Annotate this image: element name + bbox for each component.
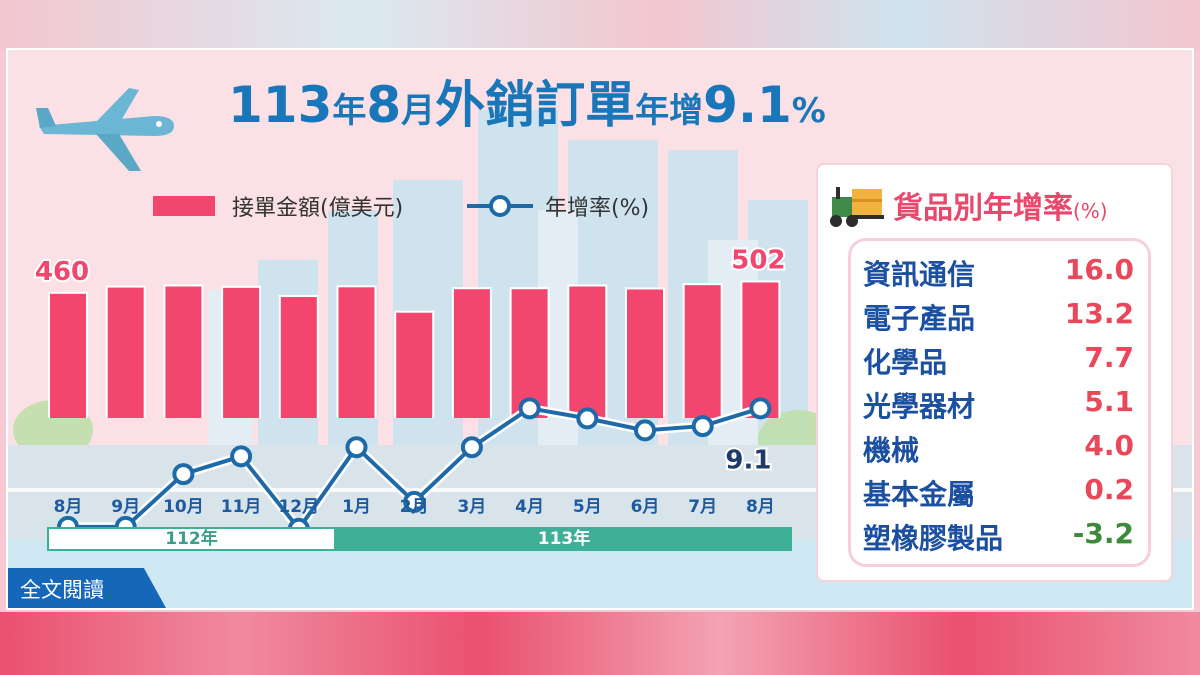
growth-point (749, 397, 772, 420)
category-value: 16.0 (1064, 253, 1134, 286)
category-list: 資訊通信 16.0 電子產品 13.2 化學品 7.7 光學器材 5.1 機械 4.0 基本金屬 0.… (848, 238, 1151, 567)
page-title: 113年8月外銷訂單年增9.1% (228, 80, 826, 130)
legend-line-marker (467, 195, 533, 217)
category-growth-panel: 貨品別年增率(%) 資訊通信 16.0 電子產品 13.2 化學品 7.7 光學器材 5.1 機… (818, 165, 1171, 580)
growth-point (345, 436, 368, 459)
category-row: 電子產品 13.2 (851, 297, 1148, 337)
x-tick-label: 8月 (54, 497, 83, 517)
x-tick-label: 9月 (111, 497, 140, 517)
x-tick-label: 1月 (342, 497, 371, 517)
title-year: 113 (228, 76, 333, 134)
x-tick-label: 12月 (278, 497, 319, 517)
x-tick-label: 5月 (573, 497, 602, 517)
category-name: 光學器材 (863, 390, 976, 423)
year-group-112: 112年 (47, 527, 336, 551)
title-month: 8 (366, 76, 402, 134)
bar (107, 287, 144, 418)
first-bar-label: 460 (35, 257, 89, 287)
bar (396, 312, 433, 418)
bar (165, 286, 202, 418)
background-top (0, 0, 1200, 50)
category-row: 機械 4.0 (851, 429, 1148, 469)
title-growth-value: 9.1 (703, 76, 792, 134)
category-row: 資訊通信 16.0 (851, 253, 1148, 293)
category-name: 資訊通信 (863, 258, 976, 291)
x-tick-label: 7月 (688, 497, 717, 517)
x-tick-label: 6月 (631, 497, 660, 517)
category-value: 13.2 (1064, 297, 1134, 330)
growth-point (691, 415, 714, 438)
category-row: 塑橡膠製品 -3.2 (851, 517, 1148, 557)
x-tick-label: 3月 (457, 497, 486, 517)
panel-title: 貨品別年增率(%) (893, 183, 1108, 227)
category-value: 7.7 (1084, 341, 1134, 374)
x-tick-label: 4月 (515, 497, 544, 517)
category-name: 機械 (863, 434, 920, 467)
growth-point (518, 397, 541, 420)
x-tick-label: 2月 (400, 497, 429, 517)
read-full-text-label: 全文閱讀 (20, 578, 104, 602)
bar (223, 287, 260, 418)
title-year-unit: 年 (332, 91, 367, 131)
category-value: 0.2 (1084, 473, 1134, 506)
bar (684, 285, 721, 418)
bar (511, 289, 548, 418)
category-row: 基本金屬 0.2 (851, 473, 1148, 513)
category-row: 化學品 7.7 (851, 341, 1148, 381)
x-tick-label: 10月 (163, 497, 204, 517)
title-percent: % (791, 91, 826, 131)
background-bottom (0, 612, 1200, 675)
year-group-112-label: 112年 (165, 529, 218, 549)
bar (338, 287, 375, 418)
legend-bar-swatch (153, 196, 215, 216)
bar (453, 289, 490, 418)
category-value: -3.2 (1072, 517, 1134, 550)
growth-point (460, 436, 483, 459)
growth-point (634, 419, 656, 442)
title-growth-word: 年增 (635, 91, 704, 131)
x-tick-label: 11月 (221, 497, 262, 517)
forklift-icon (830, 187, 884, 227)
read-full-text-button[interactable]: 全文閱讀 (8, 568, 166, 608)
airplane-icon (36, 88, 174, 171)
growth-point (172, 463, 195, 486)
category-name: 塑橡膠製品 (863, 522, 1004, 555)
bar (280, 297, 317, 418)
category-name: 基本金屬 (863, 478, 976, 511)
growth-point (230, 445, 253, 468)
year-group-113: 113年 (336, 527, 792, 551)
category-name: 電子產品 (863, 302, 976, 335)
growth-point (576, 407, 599, 430)
last-line-label: 9.1 (725, 445, 771, 475)
title-month-unit: 月 (401, 91, 436, 131)
bar (569, 286, 606, 418)
bar (627, 289, 663, 418)
category-value: 5.1 (1084, 385, 1134, 418)
legend-line-label: 年增率(%) (545, 196, 650, 221)
category-value: 4.0 (1084, 429, 1134, 462)
bar (50, 293, 86, 418)
category-row: 光學器材 5.1 (851, 385, 1148, 425)
bar (742, 282, 779, 418)
legend-bar-label: 接單金額(億美元) (232, 196, 404, 221)
panel-title-unit: (%) (1073, 199, 1108, 223)
year-group-113-label: 113年 (537, 529, 591, 549)
x-tick-label: 8月 (746, 497, 775, 517)
last-bar-label: 502 (731, 245, 785, 275)
title-subject: 外銷訂單 (435, 76, 636, 134)
panel-title-text: 貨品別年增率 (893, 191, 1073, 226)
category-name: 化學品 (863, 346, 948, 379)
orders-chart: 8月 9月 10月 11月 12月 1月 2月 3月 4月 5月 6月 7月 8月 460 502 9.1 (33, 243, 788, 540)
growth-point (403, 490, 426, 513)
